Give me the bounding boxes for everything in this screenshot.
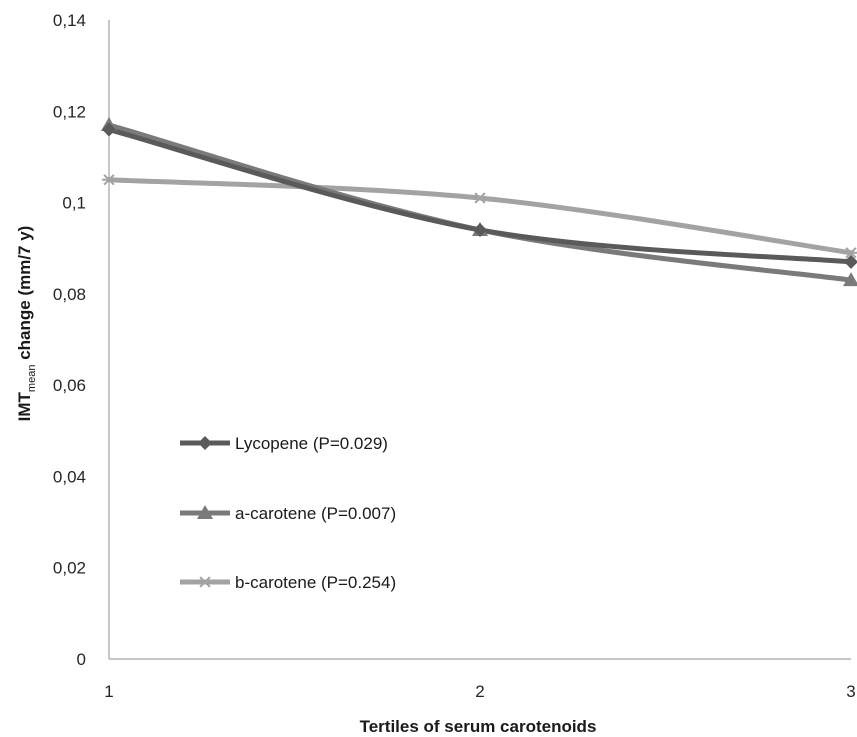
y-tick-label: 0,08 (53, 285, 86, 304)
y-tick-label: 0,06 (53, 376, 86, 395)
series-line (106, 177, 854, 256)
x-tick-label: 2 (475, 682, 484, 701)
legend-label: Lycopene (P=0.029) (235, 434, 388, 453)
series-markers (101, 116, 857, 287)
y-tick-label: 0,1 (62, 194, 86, 213)
x-tick-labels: 1 2 3 (104, 682, 855, 701)
data-point-marker (844, 247, 857, 259)
y-axis-title-subscript: mean (26, 365, 38, 393)
data-point-marker (473, 192, 487, 204)
axes (108, 20, 851, 660)
data-point-marker (844, 254, 857, 269)
x-tick-label: 1 (104, 682, 113, 701)
legend: Lycopene (P=0.029) a-carotene (P=0.007) b-… (180, 434, 396, 592)
y-tick-label: 0,12 (53, 102, 86, 121)
data-point-marker (198, 436, 212, 450)
x-axis-title: Tertiles of serum carotenoids (360, 717, 597, 736)
y-tick-label: 0,02 (53, 559, 86, 578)
data-point-marker (197, 505, 213, 519)
y-tick-label: 0,14 (53, 11, 86, 30)
legend-item: Lycopene (P=0.029) (180, 434, 388, 453)
data-point-marker (843, 272, 857, 287)
data-point-marker (473, 222, 487, 237)
y-tick-label: 0,04 (53, 467, 86, 486)
y-tick-labels: 0 0,02 0,04 0,06 0,08 0,1 0,12 0,14 (53, 11, 86, 669)
legend-label: b-carotene (P=0.254) (235, 573, 396, 592)
data-point-marker (102, 174, 116, 186)
legend-item: a-carotene (P=0.007) (180, 504, 396, 523)
legend-label: a-carotene (P=0.007) (235, 504, 396, 523)
data-point-marker (102, 122, 116, 137)
series-lines (106, 122, 854, 283)
data-point-marker (198, 576, 212, 588)
y-tick-label: 0 (77, 650, 86, 669)
y-axis-title-main: IMT (15, 391, 34, 421)
y-axis-title-rest: change (mm/7 y) (15, 226, 34, 365)
legend-item: b-carotene (P=0.254) (180, 573, 396, 592)
x-tick-label: 3 (846, 682, 855, 701)
y-axis-title: IMTmean change (mm/7 y) (15, 226, 38, 422)
